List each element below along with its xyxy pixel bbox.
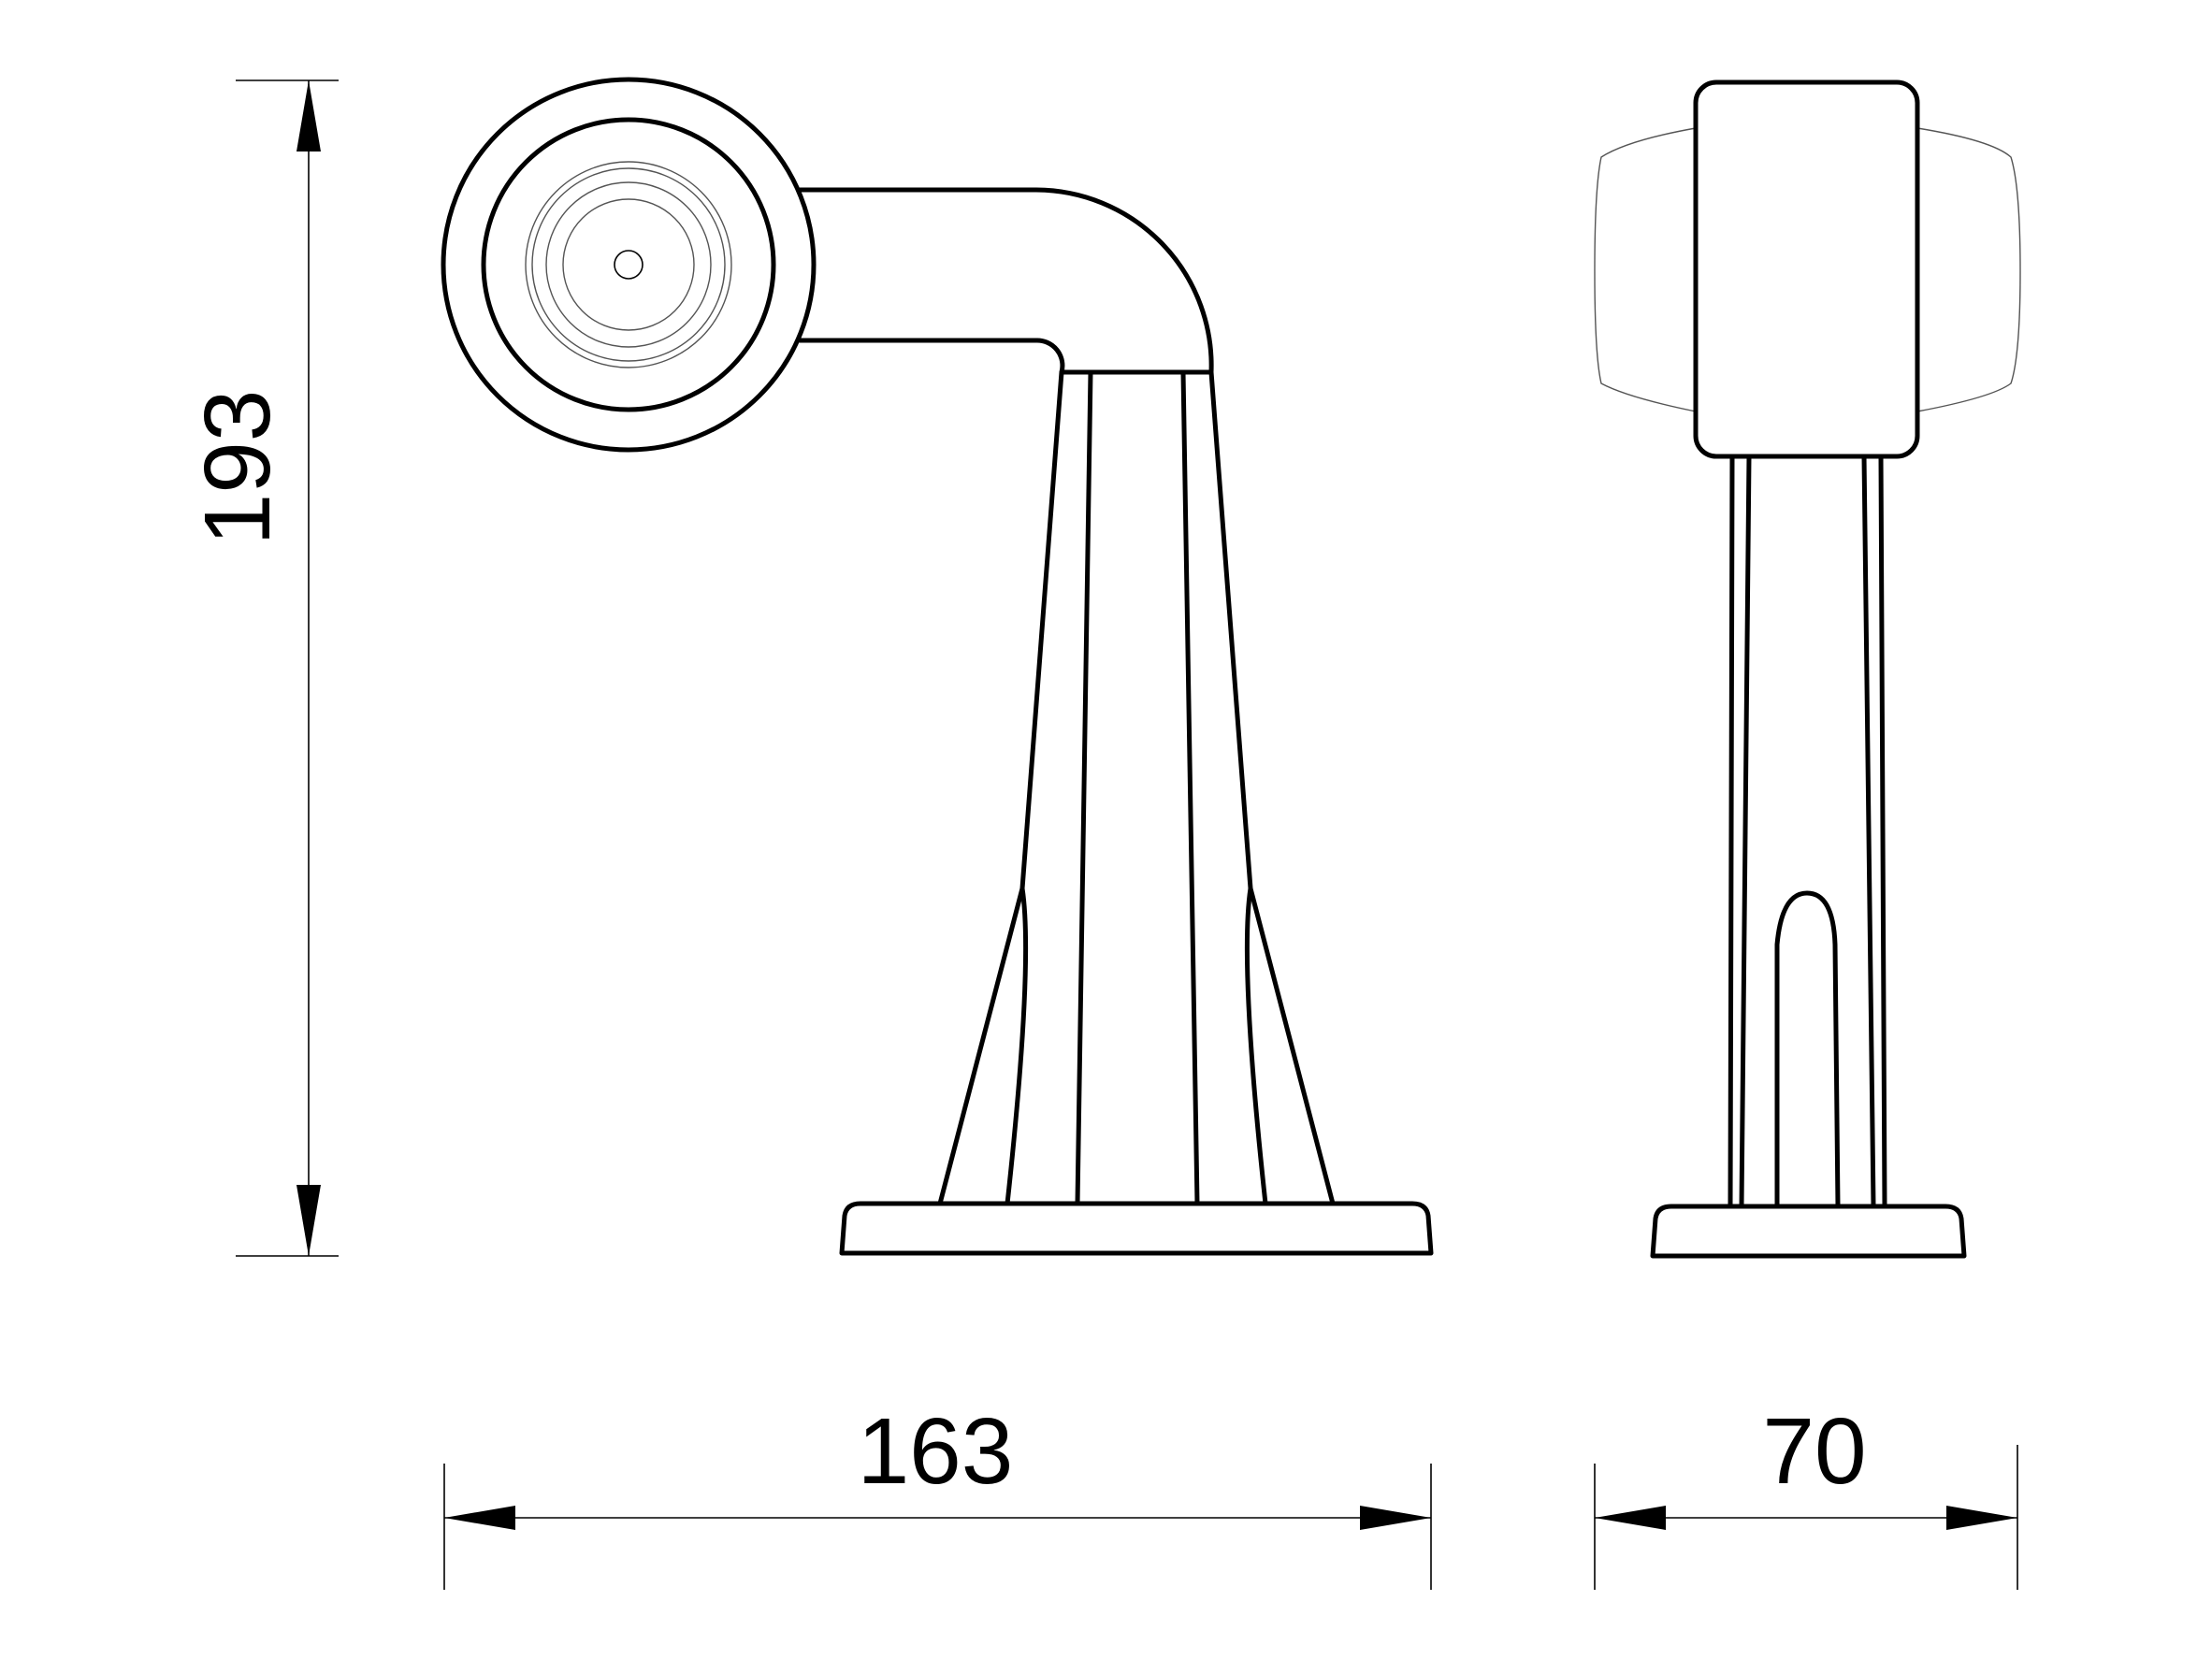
side-view [1594, 79, 2021, 1259]
stem-rib-left [1075, 369, 1093, 1206]
width-dimension: 163 [443, 1399, 1432, 1590]
stem-outline [937, 369, 1336, 1206]
lamp-inner-ring [481, 117, 776, 412]
lens-ring-3 [545, 181, 712, 348]
height-label: 193 [185, 390, 290, 546]
depth-arrow-right [1946, 1506, 2017, 1530]
side-stem-left-inner [1739, 454, 1752, 1209]
height-arrow-bottom [296, 1185, 321, 1256]
depth-dimension: 70 [1594, 1399, 2018, 1590]
side-base [1650, 1204, 1967, 1259]
stem-inner-left [1005, 886, 1029, 1206]
width-arrow-right [1360, 1506, 1431, 1530]
width-label: 163 [858, 1399, 1014, 1504]
front-base [839, 1201, 1434, 1256]
side-stem-left-outer [1728, 454, 1735, 1209]
depth-label: 70 [1762, 1399, 1866, 1504]
side-stem-right-outer [1878, 454, 1887, 1209]
stem-inner-right [1244, 886, 1268, 1206]
front-view [441, 77, 1434, 1256]
depth-arrow-left [1595, 1506, 1666, 1530]
lens-ring-4 [562, 198, 695, 331]
lamp-outer-ring [441, 77, 817, 453]
side-stem-slot [1774, 890, 1841, 1209]
lens-ring-1 [525, 161, 732, 368]
side-lens-bulge [1594, 127, 2021, 412]
stem-rib-right [1180, 369, 1200, 1206]
width-arrow-left [444, 1506, 515, 1530]
height-arrow-top [296, 80, 321, 151]
lens-center-dot [614, 250, 643, 280]
height-dimension: 193 [185, 79, 339, 1257]
side-lamp-body [1693, 79, 1920, 459]
elbow-arm [797, 187, 1214, 375]
side-stem-right-inner [1861, 454, 1876, 1209]
lens-ring-2 [531, 167, 726, 362]
